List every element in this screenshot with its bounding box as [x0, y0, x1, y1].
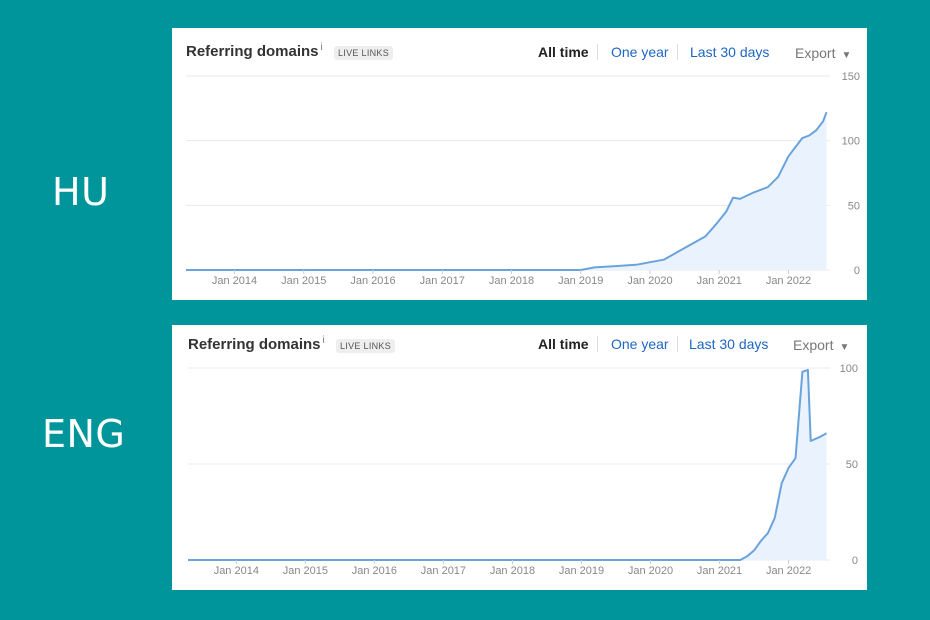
live-links-badge: LIVE LINKS	[336, 339, 396, 353]
x-tick-label: Jan 2016	[352, 565, 397, 577]
series-area	[188, 369, 827, 560]
series-line	[188, 368, 827, 561]
export-label: Export	[793, 337, 834, 353]
range-all-time[interactable]: All time	[538, 44, 589, 60]
separator	[597, 44, 598, 60]
title-text: Referring domains	[188, 336, 321, 353]
separator	[677, 44, 678, 60]
export-button[interactable]: Export ▼	[793, 337, 849, 353]
x-tick-label: Jan 2021	[697, 275, 742, 287]
title-text: Referring domains	[186, 43, 319, 60]
x-tick-label: Jan 2022	[766, 565, 811, 577]
chart-panel-eng: Referring domains i LIVE LINKS All time O…	[172, 325, 867, 590]
x-tick-label: Jan 2019	[559, 565, 604, 577]
series-line	[186, 111, 828, 271]
chart-eng: 0 50 100 Jan 2014 Jan 2015 Jan 2016 Jan 2017 Ja…	[188, 363, 858, 577]
x-tick-label: Jan 2021	[697, 565, 742, 577]
panel-header: Referring domains i LIVE LINKS All time O…	[172, 28, 867, 62]
chart-hu: 0 50 100 150 Jan 2014 Jan 2015 Jan 2016 Jan 201…	[186, 71, 860, 287]
x-tick-label: Jan 2019	[558, 275, 603, 287]
series-area	[186, 112, 827, 270]
panel-title: Referring domains i	[186, 42, 323, 60]
chart-panel-hu: Referring domains i LIVE LINKS All time O…	[172, 28, 867, 300]
x-tick-label: Jan 2020	[627, 275, 672, 287]
y-tick-label: 100	[840, 363, 858, 375]
x-tick-label: Jan 2014	[212, 275, 257, 287]
x-tick-label: Jan 2015	[281, 275, 326, 287]
export-button[interactable]: Export ▼	[795, 45, 851, 61]
x-tick-label: Jan 2017	[421, 565, 466, 577]
y-tick-label: 100	[842, 136, 860, 148]
x-tick-label: Jan 2017	[420, 275, 465, 287]
x-tick-label: Jan 2016	[350, 275, 395, 287]
panel-title: Referring domains i	[188, 335, 325, 353]
range-one-year[interactable]: One year	[611, 336, 669, 352]
range-one-year[interactable]: One year	[611, 44, 669, 60]
separator	[677, 336, 678, 352]
x-tick-label: Jan 2020	[628, 565, 673, 577]
x-tick-label: Jan 2018	[490, 565, 535, 577]
hu-label: HU	[52, 170, 110, 214]
eng-label: ENG	[42, 412, 126, 456]
range-last-30-days[interactable]: Last 30 days	[689, 336, 769, 352]
x-tick-label: Jan 2018	[489, 275, 534, 287]
caret-down-icon: ▼	[839, 342, 850, 353]
panel-header: Referring domains i LIVE LINKS All time O…	[172, 325, 867, 359]
export-label: Export	[795, 45, 836, 61]
y-tick-label: 0	[854, 265, 860, 277]
y-tick-label: 0	[852, 555, 858, 567]
y-tick-label: 50	[848, 200, 860, 212]
y-tick-label: 150	[842, 71, 860, 83]
info-icon[interactable]: i	[322, 335, 325, 346]
x-tick-label: Jan 2014	[214, 565, 259, 577]
info-icon[interactable]: i	[320, 42, 323, 53]
x-tick-label: Jan 2015	[283, 565, 328, 577]
y-tick-label: 50	[846, 459, 858, 471]
x-tick-label: Jan 2022	[766, 275, 811, 287]
range-last-30-days[interactable]: Last 30 days	[690, 44, 770, 60]
range-all-time[interactable]: All time	[538, 336, 589, 352]
separator	[597, 336, 598, 352]
caret-down-icon: ▼	[841, 50, 852, 61]
live-links-badge: LIVE LINKS	[334, 46, 394, 60]
